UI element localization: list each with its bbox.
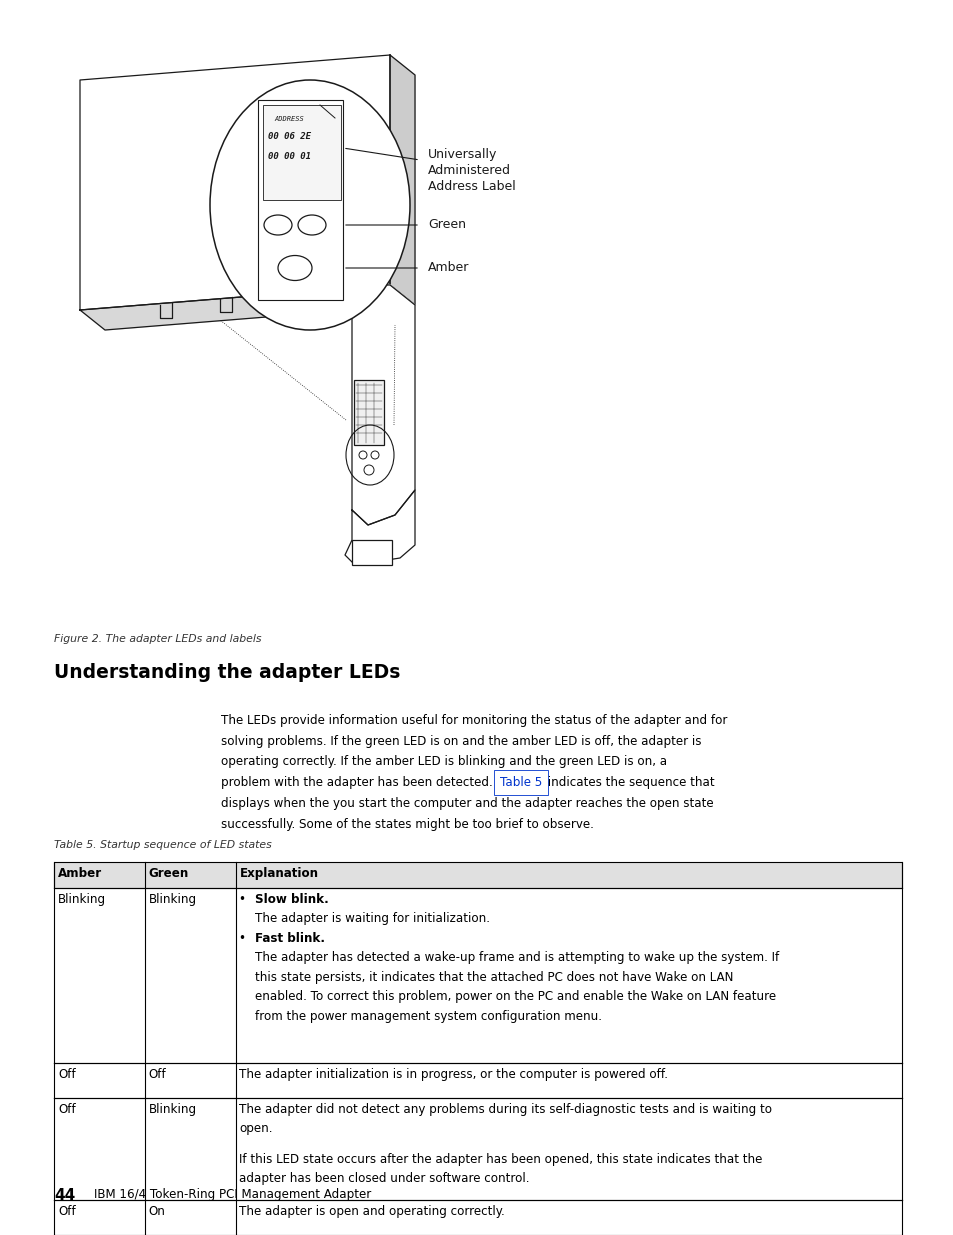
Text: this state persists, it indicates that the attached PC does not have Wake on LAN: this state persists, it indicates that t…: [254, 971, 732, 984]
Polygon shape: [345, 490, 415, 564]
Bar: [263, 105, 340, 200]
Text: •: •: [239, 932, 253, 945]
Text: Understanding the adapter LEDs: Understanding the adapter LEDs: [54, 663, 400, 682]
Bar: [354, 380, 384, 445]
Text: IBM 16/4 Token-Ring PCI Management Adapter: IBM 16/4 Token-Ring PCI Management Adapt…: [94, 1188, 372, 1202]
Text: Green: Green: [428, 219, 465, 231]
Text: indicates the sequence that: indicates the sequence that: [543, 776, 714, 789]
Text: 44: 44: [54, 1188, 75, 1203]
Bar: [257, 100, 343, 300]
Text: Administered: Administered: [428, 164, 511, 177]
Bar: [352, 540, 392, 564]
Text: Blinking: Blinking: [149, 1103, 196, 1116]
Text: adapter has been closed under software control.: adapter has been closed under software c…: [239, 1172, 530, 1186]
Circle shape: [371, 451, 378, 459]
Text: solving problems. If the green LED is on and the amber LED is off, the adapter i: solving problems. If the green LED is on…: [221, 735, 701, 747]
Text: Table 5: Table 5: [499, 776, 541, 789]
Text: The adapter initialization is in progress, or the computer is powered off.: The adapter initialization is in progres…: [239, 1068, 668, 1082]
Polygon shape: [80, 285, 415, 330]
Ellipse shape: [264, 215, 292, 235]
Text: Green: Green: [149, 867, 189, 881]
Text: Off: Off: [58, 1068, 76, 1082]
Text: problem with the adapter has been detected.: problem with the adapter has been detect…: [221, 776, 493, 789]
Text: Figure 2. The adapter LEDs and labels: Figure 2. The adapter LEDs and labels: [54, 634, 262, 643]
Text: Off: Off: [58, 1205, 76, 1219]
Text: The adapter did not detect any problems during its self-diagnostic tests and is : The adapter did not detect any problems …: [239, 1103, 772, 1116]
Text: successfully. Some of the states might be too brief to observe.: successfully. Some of the states might b…: [221, 818, 594, 831]
Text: 00 06 2E: 00 06 2E: [268, 132, 311, 141]
Text: Blinking: Blinking: [58, 893, 106, 906]
Polygon shape: [352, 285, 415, 525]
Text: Off: Off: [149, 1068, 167, 1082]
Text: Explanation: Explanation: [239, 867, 318, 881]
Text: On: On: [149, 1205, 166, 1219]
Text: ADDRESS: ADDRESS: [274, 116, 303, 122]
Text: operating correctly. If the amber LED is blinking and the green LED is on, a: operating correctly. If the amber LED is…: [221, 756, 667, 768]
Text: from the power management system configuration menu.: from the power management system configu…: [254, 1010, 601, 1023]
Ellipse shape: [210, 80, 410, 330]
Text: open.: open.: [239, 1123, 273, 1135]
Text: Amber: Amber: [58, 867, 102, 881]
Text: •: •: [239, 893, 253, 906]
Text: displays when the you start the computer and the adapter reaches the open state: displays when the you start the computer…: [221, 797, 713, 810]
Polygon shape: [80, 56, 390, 310]
Text: Amber: Amber: [428, 261, 469, 274]
FancyBboxPatch shape: [54, 862, 901, 888]
Text: Off: Off: [58, 1103, 76, 1116]
Text: The adapter is open and operating correctly.: The adapter is open and operating correc…: [239, 1205, 505, 1219]
Text: Universally: Universally: [428, 148, 497, 161]
Circle shape: [364, 466, 374, 475]
Text: 00 00 01: 00 00 01: [268, 152, 311, 161]
Text: The adapter has detected a wake-up frame and is attempting to wake up the system: The adapter has detected a wake-up frame…: [254, 951, 779, 965]
Text: Blinking: Blinking: [149, 893, 196, 906]
Text: The LEDs provide information useful for monitoring the status of the adapter and: The LEDs provide information useful for …: [221, 714, 727, 727]
Text: The adapter is waiting for initialization.: The adapter is waiting for initializatio…: [254, 913, 489, 925]
Text: Slow blink.: Slow blink.: [254, 893, 328, 906]
Polygon shape: [390, 56, 415, 305]
Text: Address Label: Address Label: [428, 180, 516, 193]
Text: Table 5. Startup sequence of LED states: Table 5. Startup sequence of LED states: [54, 840, 272, 850]
Text: enabled. To correct this problem, power on the PC and enable the Wake on LAN fea: enabled. To correct this problem, power …: [254, 990, 775, 1004]
Text: If this LED state occurs after the adapter has been opened, this state indicates: If this LED state occurs after the adapt…: [239, 1152, 762, 1166]
Ellipse shape: [297, 215, 326, 235]
Ellipse shape: [277, 256, 312, 280]
Circle shape: [358, 451, 367, 459]
Text: Fast blink.: Fast blink.: [254, 932, 324, 945]
